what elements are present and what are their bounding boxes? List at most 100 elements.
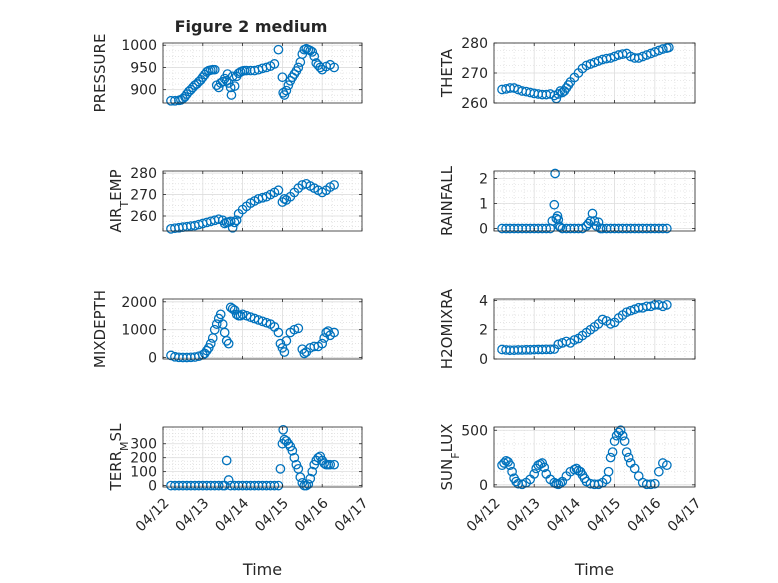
data-point <box>662 460 672 471</box>
y-tick-label: 260 <box>461 96 488 112</box>
data-point <box>261 62 272 73</box>
data-point <box>273 185 284 196</box>
y-tick-label: 270 <box>461 66 488 82</box>
y-axis-label: AIRTEMP <box>107 169 131 232</box>
data-point <box>225 216 236 227</box>
data-point <box>305 473 316 484</box>
data-point <box>539 462 550 473</box>
data-point <box>317 338 328 349</box>
data-point <box>499 458 509 468</box>
x-tick-label: 04/13 <box>173 495 213 535</box>
axes-box <box>162 426 363 488</box>
data-point <box>329 62 339 73</box>
x-tick-label: 04/15 <box>252 495 292 535</box>
data-point <box>529 469 540 479</box>
data-point <box>226 90 237 100</box>
data-point <box>269 480 280 491</box>
x-tick-label: 04/12 <box>133 495 173 535</box>
data-point <box>211 319 222 329</box>
subplot-h2omixra: 0 2 4 H2OMIXRA <box>438 288 696 369</box>
data-point <box>283 438 294 449</box>
data-point <box>653 466 664 477</box>
y-tick-label: 0 <box>479 352 488 368</box>
y-axis-label: RAINFALL <box>438 165 456 236</box>
y-tick-label: 270 <box>130 188 157 204</box>
y-tick-label: 500 <box>461 423 488 439</box>
data-point <box>261 317 272 328</box>
data-point <box>289 324 300 335</box>
data-point <box>227 222 238 233</box>
y-tick-label: 200 <box>130 451 157 467</box>
y-tick-label: 0 <box>148 479 157 495</box>
data-point <box>205 338 216 349</box>
data-point <box>569 335 580 345</box>
data-point <box>289 452 300 463</box>
axes-box <box>493 426 696 488</box>
y-axis-label: SUNFLUX <box>438 424 462 491</box>
x-tick-label: 04/16 <box>625 495 665 535</box>
data-point <box>287 445 298 456</box>
x-axis-label: Time <box>242 560 282 579</box>
data-point <box>309 51 320 62</box>
data-point <box>605 452 616 463</box>
data-point <box>273 44 284 55</box>
data-point <box>295 472 306 483</box>
y-tick-label: 950 <box>130 60 157 76</box>
data-point <box>505 460 515 471</box>
x-axis-label: Time <box>574 560 614 579</box>
y-axis-label: H2OMIXRA <box>438 288 456 369</box>
data-point <box>555 222 566 233</box>
y-axis-label: TERRMSL <box>107 423 131 492</box>
data-point <box>569 464 580 475</box>
x-tick-label: 04/14 <box>212 495 252 535</box>
figure-title: Figure 2 medium <box>175 17 328 36</box>
y-tick-label: 2000 <box>121 295 157 311</box>
axes-box <box>162 298 363 360</box>
y-tick-label: 280 <box>130 166 157 182</box>
y-tick-label: 1 <box>479 197 488 213</box>
data-point <box>537 458 548 468</box>
data-point <box>277 72 288 83</box>
data-point <box>623 452 634 463</box>
data-point <box>563 80 574 90</box>
data-point <box>603 466 614 477</box>
subplot-theta: 260 270 280 THETA <box>438 36 696 112</box>
x-tick-label: 04/12 <box>464 495 504 535</box>
y-tick-label: 0 <box>148 351 157 367</box>
x-tick-label: 04/17 <box>665 495 705 535</box>
data-point <box>279 90 290 100</box>
y-tick-label: 1000 <box>121 323 157 339</box>
data-point <box>227 71 238 82</box>
data-point <box>511 476 521 487</box>
data-point <box>662 300 672 310</box>
data-point <box>545 344 556 355</box>
subplot-sun: 04/12 04/13 04/14 04/15 04/16 04/17 0 500SUNFLU… <box>438 423 705 579</box>
data-point <box>269 59 280 69</box>
data-point <box>662 223 672 234</box>
data-point <box>607 447 618 457</box>
data-point <box>657 223 668 234</box>
data-point <box>279 347 290 357</box>
data-point <box>329 327 339 338</box>
data-point <box>221 455 232 466</box>
data-point <box>549 199 560 210</box>
data-point <box>209 64 220 75</box>
data-point <box>301 480 312 491</box>
data-point <box>225 82 236 93</box>
data-point <box>235 310 246 321</box>
data-point <box>275 464 286 474</box>
data-point <box>223 475 234 485</box>
data-point <box>221 336 232 346</box>
data-point <box>231 215 242 226</box>
data-point <box>229 217 240 228</box>
data-point <box>299 348 310 359</box>
data-point <box>329 459 339 470</box>
data-point <box>657 44 668 54</box>
data-point <box>555 86 566 96</box>
data-point <box>209 324 220 335</box>
data-point <box>619 436 630 447</box>
data-point <box>223 338 234 349</box>
data-point <box>617 430 628 441</box>
data-point <box>201 345 212 356</box>
